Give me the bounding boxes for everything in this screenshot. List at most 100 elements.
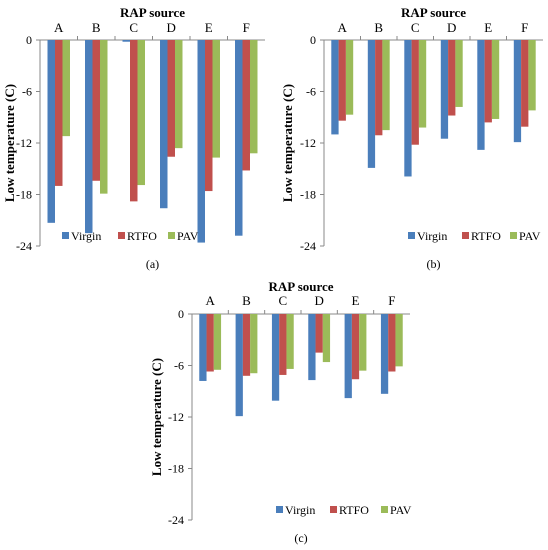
legend-label: RTFO [339, 503, 369, 517]
y-tick-label: -6 [306, 85, 316, 99]
bar-pav [322, 314, 331, 363]
category-label: B [92, 20, 101, 35]
legend-swatch [62, 232, 69, 239]
bar-virgin [235, 314, 243, 417]
bar-rtfo [92, 40, 100, 181]
legend-label: PAV [519, 229, 541, 243]
chart-title: RAP source [401, 5, 466, 20]
bar-rtfo [206, 314, 214, 372]
category-label: F [243, 20, 250, 35]
category-label: C [411, 20, 420, 35]
category-label: B [374, 20, 383, 35]
bar-virgin [47, 40, 55, 223]
y-axis-label: Low temperature (C) [2, 84, 17, 202]
bar-pav [213, 314, 222, 370]
category-label: A [338, 20, 348, 35]
bar-rtfo [167, 40, 175, 157]
category-label: E [205, 20, 213, 35]
bar-pav [382, 40, 390, 131]
bar-rtfo [315, 314, 323, 353]
legend-label: PAV [390, 503, 412, 517]
bar-pav [62, 40, 70, 137]
bar-rtfo [351, 314, 360, 380]
y-axis-label: Low temperature (C) [149, 358, 164, 476]
bar-virgin [160, 40, 168, 209]
chart-panel: RAP source Low temperature (C) 0 -6 -12 -18 -2… [149, 279, 412, 545]
category-label: A [54, 20, 64, 35]
bar-pav [175, 40, 183, 149]
bar-rtfo [55, 40, 63, 186]
legend-swatch [510, 232, 517, 239]
y-tick-label: -12 [168, 410, 184, 424]
category-label: A [205, 293, 215, 308]
y-tick-label: -12 [16, 136, 32, 150]
bar-pav [345, 40, 354, 115]
bar-virgin [308, 314, 316, 381]
category-label: F [521, 20, 528, 35]
bar-rtfo [388, 314, 396, 372]
bar-pav [212, 40, 220, 158]
bar-rtfo [279, 314, 287, 375]
bar-pav [491, 40, 500, 119]
legend-label: Virgin [71, 229, 101, 243]
legend-swatch [330, 506, 337, 513]
y-tick-label: -24 [300, 239, 316, 253]
category-label: E [484, 20, 492, 35]
y-tick-label: 0 [178, 307, 184, 321]
bar-virgin [513, 40, 522, 143]
bar-virgin [380, 314, 389, 394]
y-tick-label: -12 [300, 136, 316, 150]
bar-virgin [85, 40, 93, 234]
legend-swatch [462, 232, 469, 239]
category-label: C [278, 293, 287, 308]
bar-virgin [477, 40, 485, 150]
legend-swatch [276, 506, 283, 513]
bar-rtfo [448, 40, 456, 116]
chart-title: RAP source [120, 5, 185, 20]
category-label: D [167, 20, 176, 35]
bar-virgin [235, 40, 243, 236]
category-label: B [242, 293, 251, 308]
bar-pav [395, 314, 403, 367]
bar-rtfo [130, 40, 138, 202]
bar-rtfo [242, 40, 250, 171]
bar-virgin [271, 314, 280, 401]
bar-virgin [440, 40, 449, 139]
legend-label: PAV [177, 229, 199, 243]
y-tick-label: -24 [168, 513, 184, 527]
category-label: D [447, 20, 456, 35]
legend-swatch [408, 232, 415, 239]
y-tick-label: -18 [300, 188, 316, 202]
bar-rtfo [484, 40, 492, 123]
y-tick-label: -18 [168, 462, 184, 476]
panel-label: (c) [294, 531, 307, 545]
bar-virgin [404, 40, 412, 177]
legend-label: RTFO [127, 229, 157, 243]
category-label: C [129, 20, 138, 35]
y-tick-label: 0 [310, 33, 316, 47]
y-tick-label: -18 [16, 188, 32, 202]
chart-panel: RAP source Low temperature (C) 0 -6 -12 -18 -2… [2, 5, 265, 271]
panel-label: (a) [146, 257, 159, 271]
chart-panel: RAP source Low temperature (C) 0 -6 -12 -18 -2… [280, 5, 543, 271]
panel-label: (b) [427, 257, 441, 271]
bar-pav [100, 40, 108, 194]
bar-virgin [199, 314, 207, 381]
bar-virgin [122, 40, 130, 42]
bar-pav [250, 314, 258, 374]
bar-rtfo [375, 40, 383, 136]
category-label: E [352, 293, 360, 308]
y-tick-label: -6 [174, 359, 184, 373]
bar-pav [250, 40, 258, 154]
bar-rtfo [521, 40, 529, 127]
bar-pav [286, 314, 294, 369]
bar-rtfo [338, 40, 346, 121]
bar-virgin [197, 40, 205, 243]
y-tick-label: 0 [26, 33, 32, 47]
bar-pav [528, 40, 536, 111]
bar-virgin [344, 314, 352, 399]
bar-pav [359, 314, 367, 371]
bar-virgin [331, 40, 339, 135]
chart-title: RAP source [268, 279, 333, 294]
